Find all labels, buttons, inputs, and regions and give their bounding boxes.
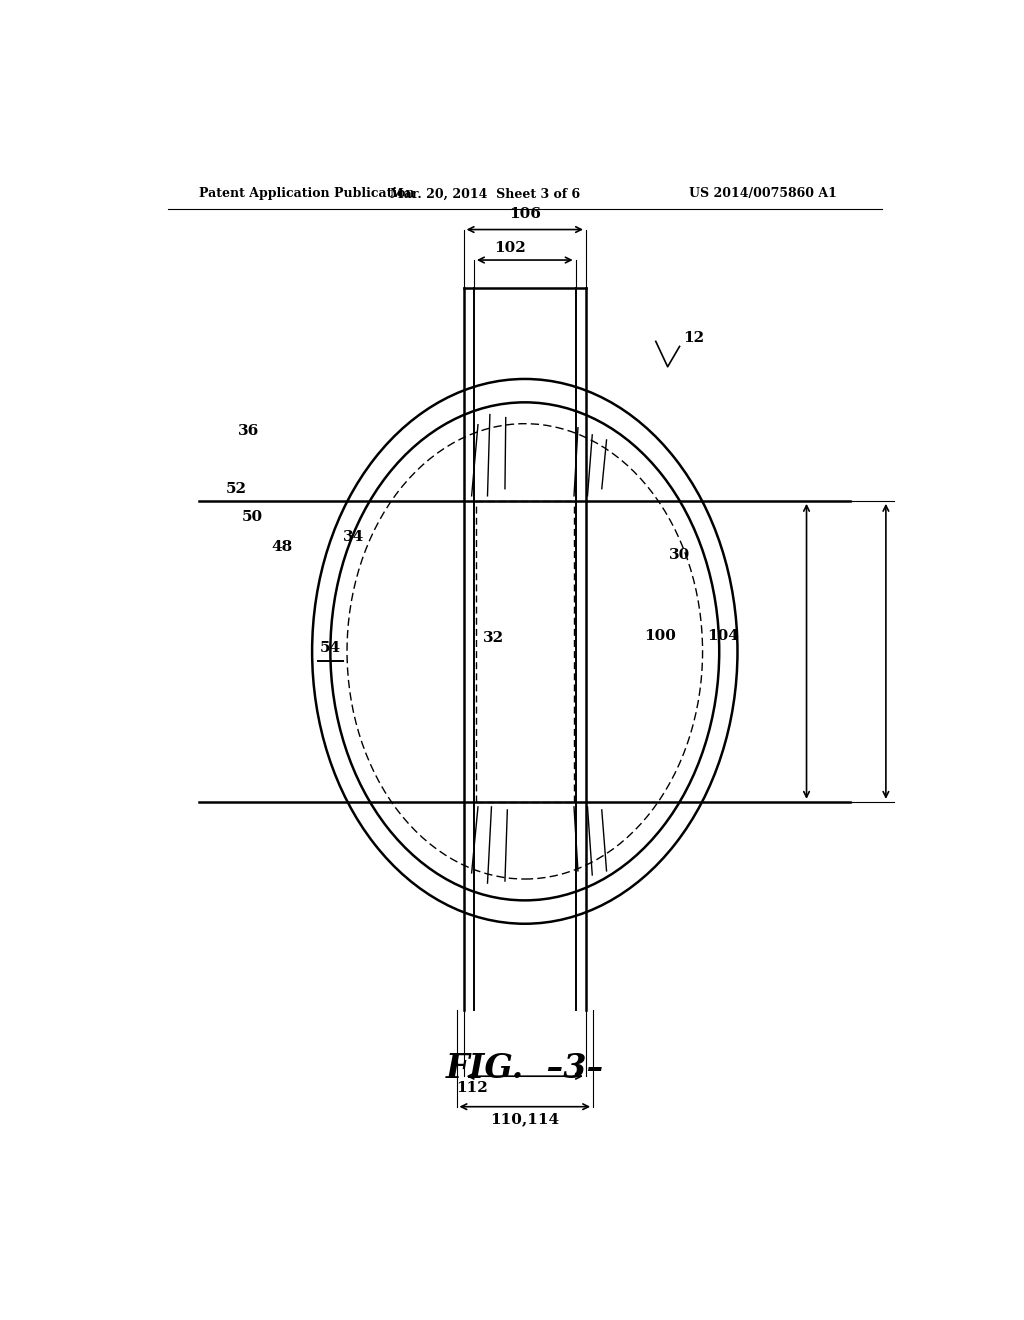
Text: FIG.  –3–: FIG. –3–: [445, 1052, 604, 1085]
Text: 30: 30: [670, 548, 690, 562]
Text: 112: 112: [456, 1081, 487, 1096]
Text: 12: 12: [684, 331, 705, 346]
Text: 52: 52: [226, 482, 247, 496]
Text: 110,114: 110,114: [490, 1111, 559, 1126]
Text: 100: 100: [644, 630, 676, 643]
Text: 36: 36: [238, 424, 259, 438]
Text: Mar. 20, 2014  Sheet 3 of 6: Mar. 20, 2014 Sheet 3 of 6: [390, 187, 581, 201]
Text: 54: 54: [319, 642, 341, 655]
Text: Patent Application Publication: Patent Application Publication: [200, 187, 415, 201]
Text: 106: 106: [509, 207, 541, 222]
Text: 102: 102: [495, 242, 526, 255]
Text: 34: 34: [343, 529, 365, 544]
Text: 104: 104: [708, 630, 739, 643]
Text: 32: 32: [482, 631, 504, 645]
Text: 48: 48: [271, 540, 292, 553]
Text: US 2014/0075860 A1: US 2014/0075860 A1: [689, 187, 837, 201]
Text: 50: 50: [242, 511, 263, 524]
